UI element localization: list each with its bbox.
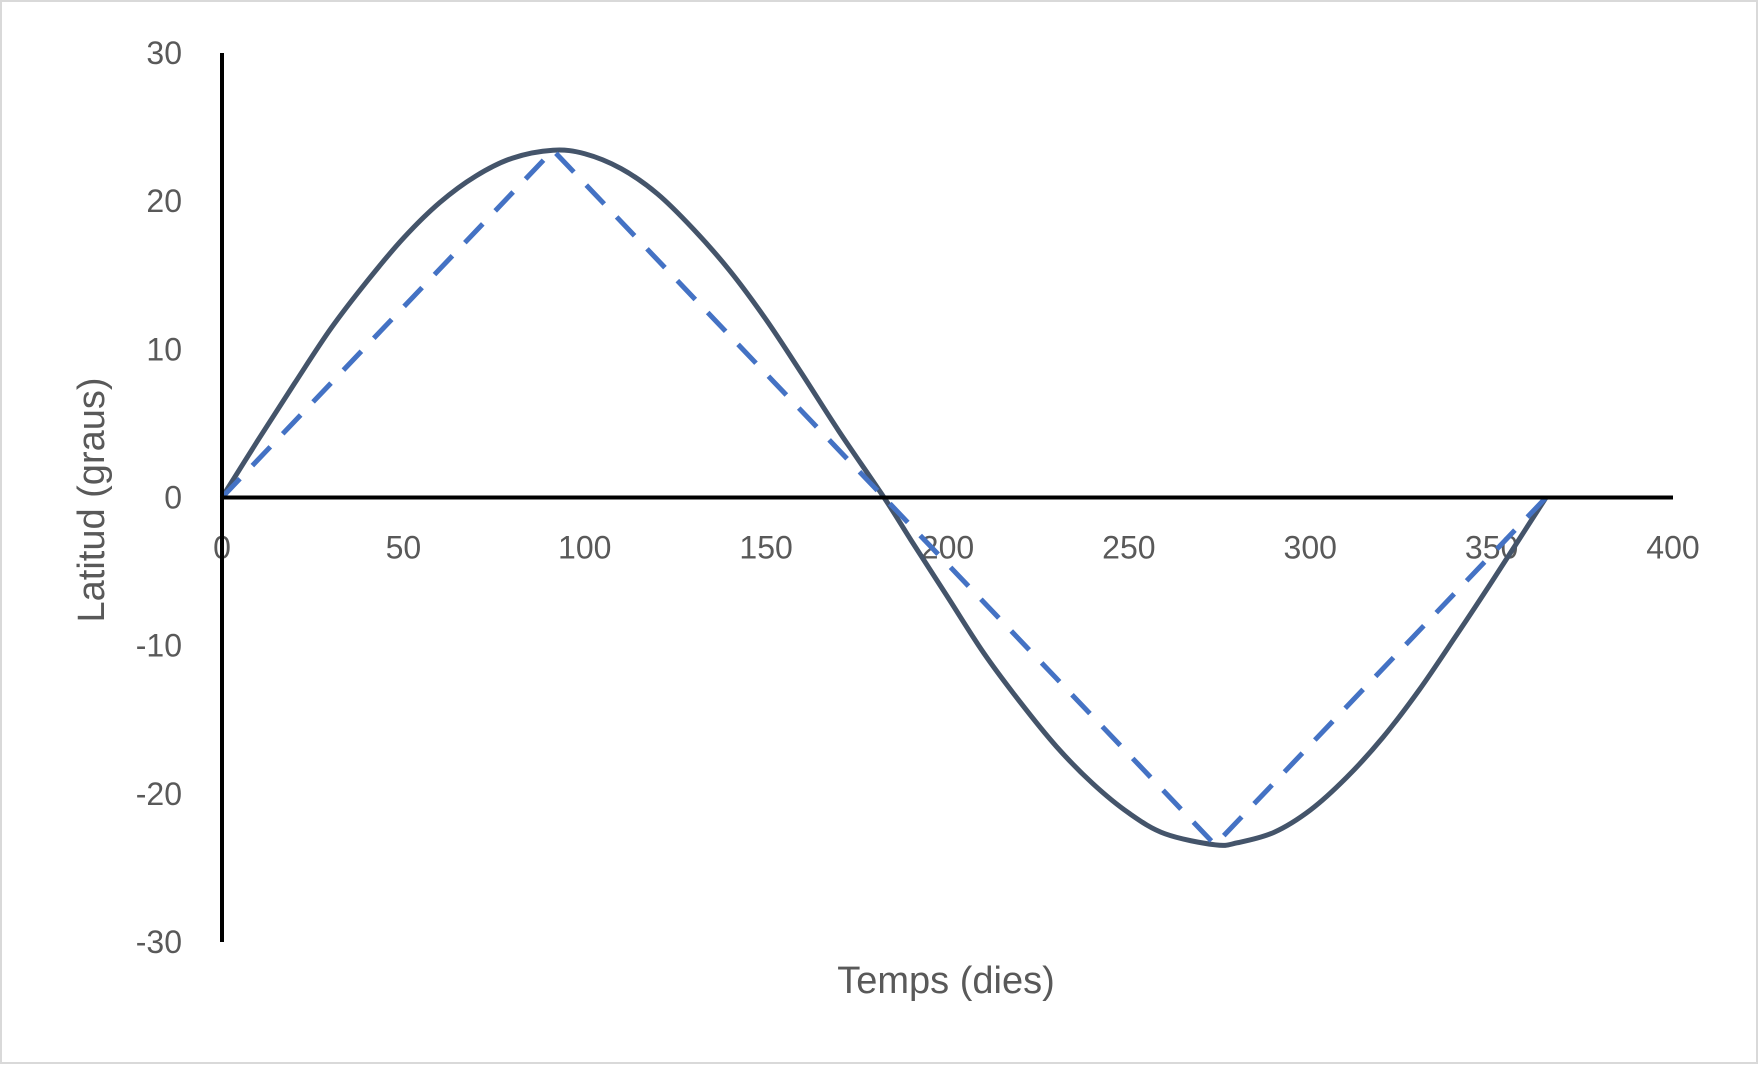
y-tick-label: 0 <box>164 480 182 516</box>
x-tick-label: 400 <box>1646 530 1699 566</box>
y-axis-title: Latitud (graus) <box>71 377 113 622</box>
x-axis-title: Temps (dies) <box>837 960 1055 1002</box>
x-tick-label: 150 <box>739 530 792 566</box>
x-tick-label: 100 <box>558 530 611 566</box>
y-tick-label: -10 <box>136 628 182 664</box>
x-tick-label: 250 <box>1102 530 1155 566</box>
y-tick-label: -20 <box>136 776 182 812</box>
y-tick-label: -30 <box>136 924 182 960</box>
y-tick-labels: 30 20 10 0 -10 -20 -30 <box>136 35 182 960</box>
x-tick-label: 50 <box>386 530 422 566</box>
y-tick-label: 30 <box>146 35 182 71</box>
y-tick-label: 10 <box>146 331 182 367</box>
y-tick-label: 20 <box>146 183 182 219</box>
x-tick-label: 300 <box>1284 530 1337 566</box>
dashed-series-line <box>220 147 1548 848</box>
